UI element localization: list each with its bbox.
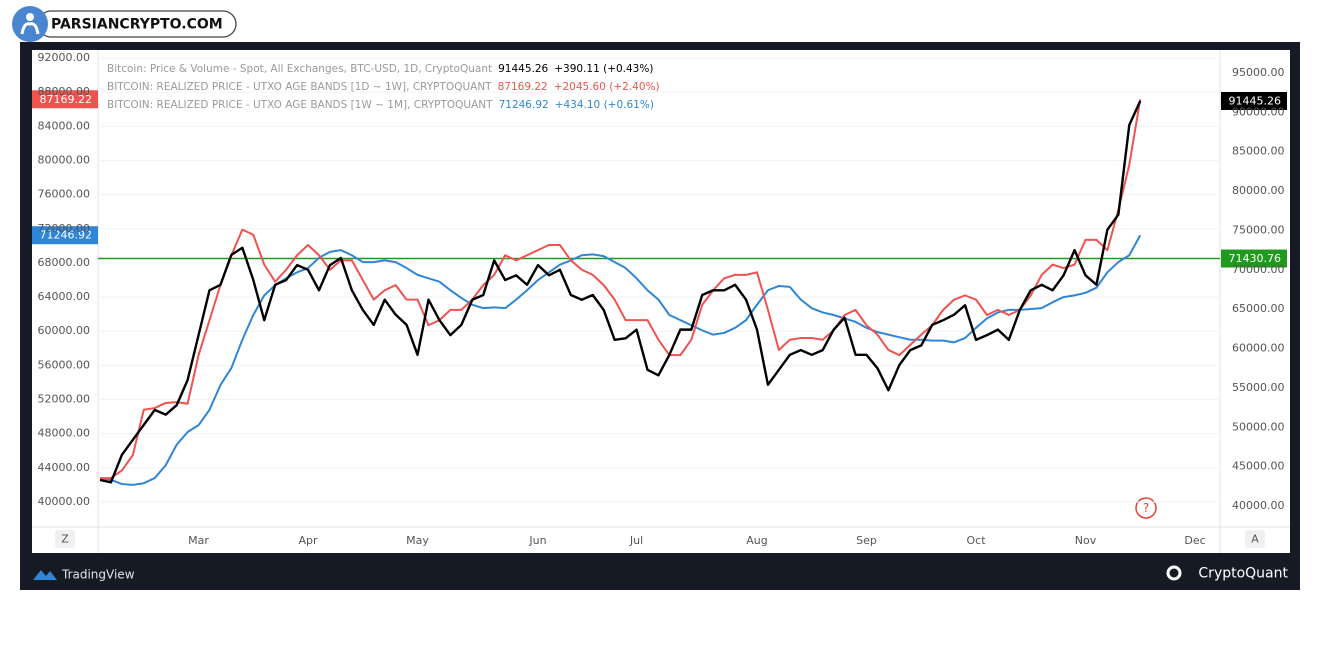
legend-change: +434.10 (+0.61%)	[555, 99, 654, 111]
price-badge-label: 71246.92	[40, 229, 93, 242]
y-tick-label: 60000.00	[38, 324, 91, 337]
y2-tick-label: 55000.00	[1232, 381, 1285, 394]
y-tick-label: 92000.00	[38, 51, 91, 64]
logo-text: PARSIANCRYPTO.COM	[51, 17, 223, 33]
logo-icon-dot	[26, 13, 34, 21]
tradingview-icon	[33, 570, 57, 580]
y2-tick-label: 70000.00	[1232, 263, 1285, 276]
x-tick-label: Jun	[528, 534, 546, 547]
legend-entry: BITCOIN: REALIZED PRICE - UTXO AGE BANDS…	[107, 99, 654, 111]
legend-value: 87169.22	[498, 81, 548, 93]
y-tick-label: 88000.00	[38, 85, 91, 98]
legend-change: +390.11 (+0.43%)	[554, 63, 653, 75]
y-tick-label: 72000.00	[38, 222, 91, 235]
y2-tick-label: 85000.00	[1232, 145, 1285, 158]
scale-button[interactable]	[55, 530, 75, 548]
scale-button[interactable]	[1245, 530, 1265, 548]
price-badge	[32, 226, 98, 245]
y-tick-label: 64000.00	[38, 290, 91, 303]
y2-tick-label: 60000.00	[1232, 342, 1285, 355]
y2-tick-label: 95000.00	[1232, 66, 1285, 79]
overlay-layer: 91445.26 87169.22 71246.92 71430.76	[32, 90, 1287, 268]
legend-entry: Bitcoin: Price & Volume - Spot, All Exch…	[107, 63, 653, 75]
y-tick-label: 76000.00	[38, 188, 91, 201]
x-tick-label: May	[406, 534, 429, 547]
y2-tick-label: 50000.00	[1232, 420, 1285, 433]
help-icon-label[interactable]: ?	[1143, 501, 1149, 515]
series-line	[99, 100, 1142, 484]
y2-tick-label: 40000.00	[1232, 499, 1285, 512]
x-tick-label: Sep	[856, 534, 877, 547]
price-badge	[32, 90, 98, 109]
cryptoquant-icon	[1166, 565, 1182, 581]
series-line	[100, 99, 1142, 480]
x-tick-label: Dec	[1184, 534, 1205, 547]
legend-name: Bitcoin: Price & Volume - Spot, All Exch…	[107, 63, 492, 75]
y2-tick-label: 65000.00	[1232, 302, 1285, 315]
y-tick-label: 40000.00	[38, 495, 91, 508]
x-tick-label: Mar	[188, 534, 209, 547]
x-tick-label: Aug	[746, 534, 767, 547]
scale-button-label[interactable]: A	[1251, 533, 1259, 546]
y2-tick-label: 45000.00	[1232, 460, 1285, 473]
x-tick-label: Jul	[629, 534, 643, 547]
y2-tick-label: 90000.00	[1232, 105, 1285, 118]
legend-change: +2045.60 (+2.40%)	[554, 81, 660, 93]
legend-entry: BITCOIN: REALIZED PRICE - UTXO AGE BANDS…	[107, 81, 660, 93]
footer-left[interactable]: TradingView	[61, 568, 135, 582]
legend-name: BITCOIN: REALIZED PRICE - UTXO AGE BANDS…	[107, 99, 493, 111]
price-badge	[1221, 91, 1287, 110]
logo-icon-shape	[20, 22, 40, 35]
y2-tick-label: 80000.00	[1232, 184, 1285, 197]
price-badge-label: 87169.22	[40, 93, 93, 106]
y2-tick-label: 75000.00	[1232, 223, 1285, 236]
x-tick-label: Apr	[299, 534, 319, 547]
price-badge-label: 91445.26	[1229, 94, 1282, 107]
help-icon[interactable]	[1135, 497, 1157, 519]
y-tick-label: 44000.00	[38, 461, 91, 474]
plot-layer	[98, 57, 1220, 503]
legend-value: 71246.92	[499, 99, 549, 111]
y-tick-label: 68000.00	[38, 256, 91, 269]
x-tick-label: Nov	[1075, 534, 1097, 547]
price-badge-label: 71430.76	[1229, 252, 1282, 265]
footer-right[interactable]: CryptoQuant	[1198, 566, 1288, 582]
y-tick-label: 48000.00	[38, 427, 91, 440]
y-tick-label: 52000.00	[38, 393, 91, 406]
x-tick-label: Oct	[966, 534, 986, 547]
legend-value: 91445.26	[498, 63, 548, 75]
y-tick-label: 80000.00	[38, 153, 91, 166]
y-tick-label: 56000.00	[38, 358, 91, 371]
y-tick-label: 84000.00	[38, 119, 91, 132]
legend-name: BITCOIN: REALIZED PRICE - UTXO AGE BANDS…	[107, 81, 492, 93]
price-badge	[1221, 249, 1287, 268]
scale-button-label[interactable]: Z	[61, 533, 69, 546]
